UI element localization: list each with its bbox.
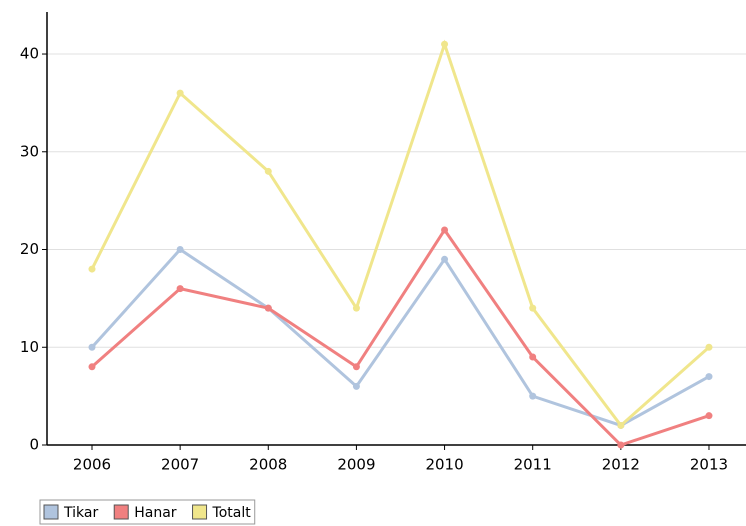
y-tick-label: 30 [20,142,39,160]
data-point [617,441,625,449]
data-point [352,304,360,312]
data-point [176,246,184,254]
data-point [441,255,449,263]
series-line [90,39,710,428]
data-point [441,226,449,234]
x-tick-label: 2012 [602,456,640,474]
data-point [264,167,272,175]
x-tick-label: 2007 [161,456,199,474]
data-point [529,353,537,361]
data-point [264,304,272,312]
x-tick-label: 2013 [690,456,728,474]
x-tick-label: 2008 [249,456,287,474]
x-tick-label: 2011 [514,456,552,474]
legend-text: Hanar [134,505,177,521]
legend-text: Totalt [212,505,252,521]
y-tick-label: 0 [29,436,39,454]
data-point [88,363,96,371]
data-point [352,363,360,371]
legend-swatch [43,504,59,520]
data-point [529,304,537,312]
y-tick-label: 20 [20,240,39,258]
data-point [176,285,184,293]
data-point [705,343,713,351]
y-tick-label: 10 [20,338,39,356]
legend-swatch [113,504,129,520]
data-point [705,412,713,420]
x-tick-label: 2006 [73,456,111,474]
legend-text: Tikar [63,505,98,521]
legend-swatch [192,504,208,520]
data-point [617,421,625,429]
x-tick-label: 2009 [337,456,375,474]
data-point [88,265,96,273]
data-point [176,89,184,97]
data-point [441,40,449,48]
data-point [529,392,537,400]
data-point [352,382,360,390]
legend-box [39,499,256,525]
data-point [88,343,96,351]
data-point [705,373,713,381]
x-tick-label: 2010 [425,456,463,474]
y-tick-label: 40 [20,45,39,63]
series-line [91,227,710,447]
series-line [90,247,710,428]
